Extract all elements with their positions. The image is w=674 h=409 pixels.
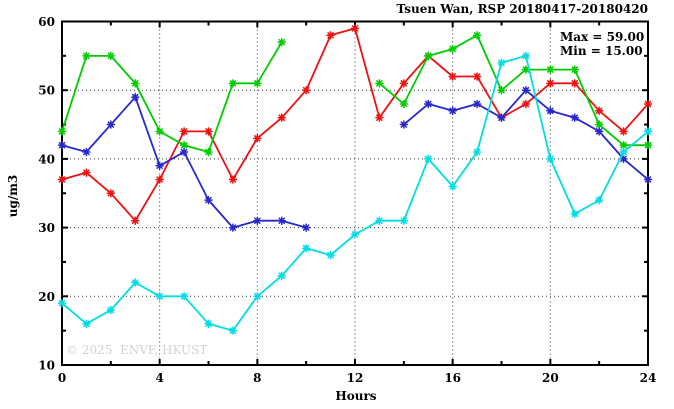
y-tick-label: 60 [38,15,55,29]
y-tick-label: 40 [38,152,55,166]
chart-title: Tsuen Wan, RSP 20180417-20180420 [396,2,648,16]
y-tick-label: 20 [38,290,55,304]
series-markers-day1-red [57,24,653,225]
y-tick-label: 30 [38,221,55,235]
series-markers-day2-green [57,30,653,157]
x-tick-label: 16 [444,371,461,385]
series-markers-day3-blue [57,85,653,232]
x-tick-label: 8 [253,371,261,385]
x-tick-label: 12 [347,371,364,385]
y-tick-label: 10 [38,359,55,373]
x-tick-label: 0 [58,371,66,385]
legend-min: Min = 15.00 [560,44,643,58]
legend-max: Max = 59.00 [560,30,645,44]
series-line-day2-green [61,34,648,153]
x-axis-title: Hours [335,389,377,403]
y-axis-title: ug/m3 [6,174,20,218]
y-tick-label: 50 [38,84,55,98]
series-markers-day4-cyan [57,51,653,335]
watermark: © 2025 ENVF, HKUST [66,343,208,357]
x-tick-label: 4 [155,371,163,385]
legend: Max = 59.00 Min = 15.00 [560,30,644,58]
plot-border [61,20,649,366]
x-tick-label: 24 [640,371,657,385]
x-tick-label: 20 [542,371,559,385]
series-line-day4-cyan [61,55,649,332]
